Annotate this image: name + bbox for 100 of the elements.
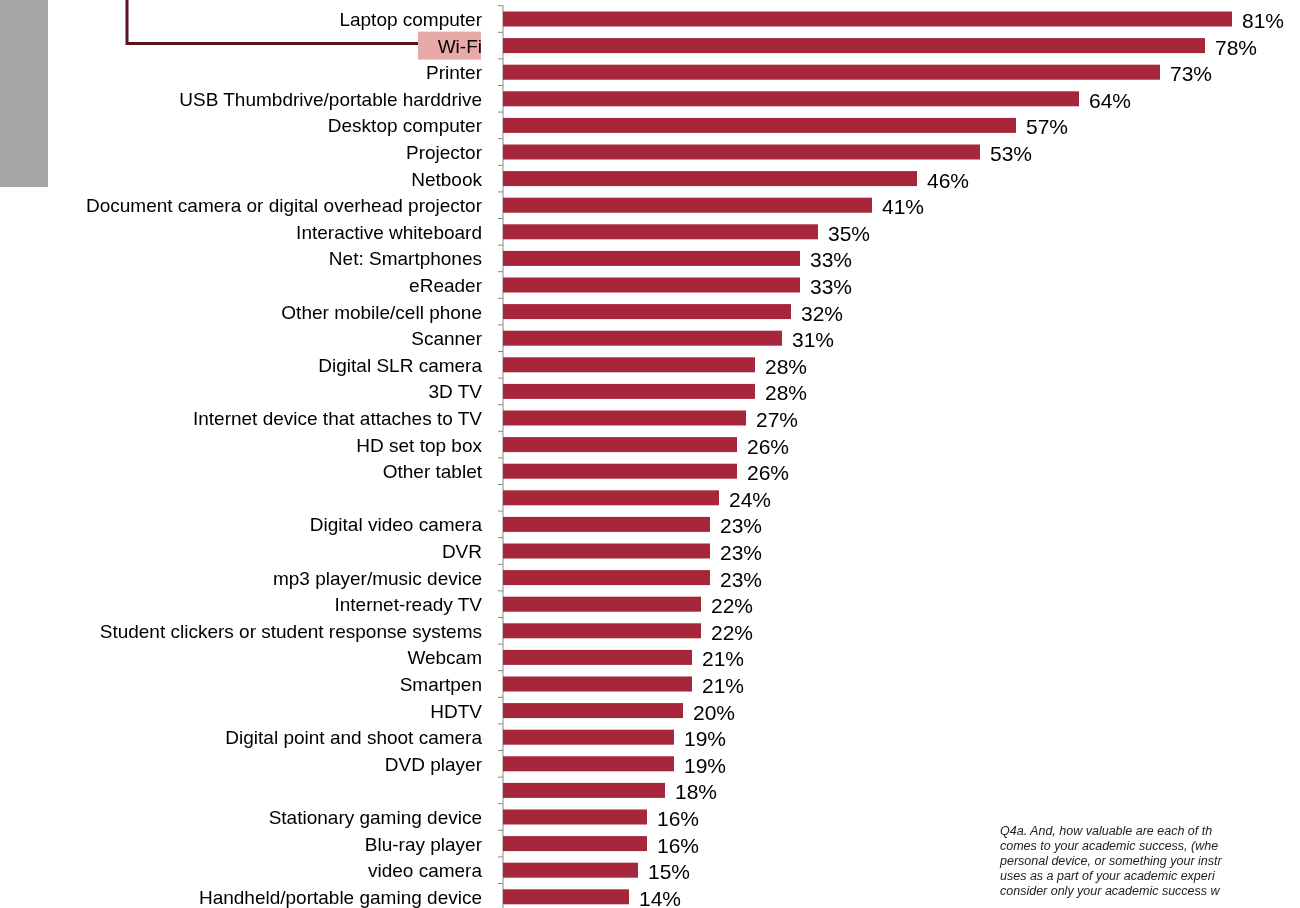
y-tick-label: eReader: [409, 275, 483, 296]
data-label: 23%: [720, 514, 763, 538]
bar: [503, 516, 710, 532]
bar: [503, 782, 665, 798]
data-label: 28%: [765, 354, 808, 378]
bar: [503, 64, 1160, 80]
data-label: 73%: [1170, 62, 1213, 86]
data-label: 23%: [720, 567, 763, 591]
y-tick-label: Netbook: [411, 168, 483, 190]
bar: [503, 836, 647, 852]
y-tick-label: Wi-Fi: [437, 35, 482, 57]
y-tick-label: mp3 player/music device: [272, 567, 482, 589]
y-tick-label: Stationary gaming device: [268, 807, 482, 828]
y-tick-label: DVR: [441, 541, 482, 562]
data-label: 32%: [801, 301, 844, 325]
data-label: 21%: [702, 647, 745, 671]
data-label: 22%: [711, 620, 754, 644]
bar: [503, 543, 710, 559]
y-tick-label: HD set top box: [356, 434, 483, 456]
data-label: 41%: [882, 195, 925, 219]
bar: [503, 437, 737, 453]
data-label: 31%: [792, 328, 835, 352]
bar: [503, 596, 701, 612]
data-label: 33%: [810, 275, 853, 298]
y-tick-label: Laptop computer: [339, 9, 483, 30]
y-tick-label: Smartpen: [399, 674, 482, 695]
data-label: 26%: [747, 461, 790, 485]
y-tick-label: Projector: [405, 142, 483, 163]
bar: [503, 250, 800, 266]
bar: [503, 383, 755, 399]
data-label: 53%: [990, 142, 1033, 165]
data-label: 19%: [684, 727, 727, 751]
y-tick-label: Internet device that attaches to TV: [192, 408, 483, 429]
data-label: 27%: [756, 408, 799, 431]
bar: [503, 729, 674, 745]
data-label: 24%: [729, 487, 772, 511]
data-label: 57%: [1026, 115, 1069, 139]
data-label: 78%: [1215, 35, 1258, 59]
bar: [503, 91, 1079, 107]
y-tick-label: Printer: [426, 62, 483, 84]
bar: [503, 410, 746, 426]
bar: [503, 809, 647, 825]
y-tick-label: Handheld/portable gaming device: [198, 886, 482, 908]
y-tick-label: Desktop computer: [327, 115, 483, 137]
bar: [503, 676, 692, 692]
y-tick-label: USB Thumbdrive/portable harddrive: [179, 88, 482, 110]
data-label: 22%: [711, 594, 754, 618]
y-tick-label: DVD player: [384, 753, 483, 775]
data-label: 28%: [765, 381, 808, 405]
data-label: 14%: [639, 886, 682, 908]
y-tick-label: Digital video camera: [309, 514, 483, 536]
y-tick-label: Document camera or digital overhead projector: [85, 195, 483, 217]
bar: [503, 330, 782, 346]
bar: [503, 277, 800, 293]
bar: [503, 649, 692, 665]
data-label: 15%: [648, 860, 691, 884]
bar: [503, 703, 683, 719]
bar: [503, 756, 674, 772]
y-tick-label: Scanner: [411, 328, 483, 350]
bar: [503, 117, 1016, 133]
bar: [503, 144, 980, 160]
y-tick-label: Other mobile/cell phone: [281, 301, 482, 323]
data-label: 19%: [684, 753, 727, 777]
data-label: 23%: [720, 541, 763, 564]
y-tick-label: Other tablet: [382, 461, 483, 483]
bar: [503, 862, 638, 878]
y-tick-label: 3D TV: [428, 381, 483, 403]
y-tick-label: Webcam: [407, 647, 482, 669]
bar: [503, 889, 629, 905]
y-tick-label: Net: Smartphones: [328, 248, 482, 270]
data-label: 16%: [657, 807, 700, 830]
bar: [503, 357, 755, 373]
bar: [503, 570, 710, 586]
data-label: 20%: [693, 700, 736, 724]
data-label: 64%: [1089, 88, 1132, 112]
bar: [503, 38, 1205, 54]
data-label: 16%: [657, 833, 700, 857]
data-label: 18%: [675, 780, 718, 804]
y-tick-label: HDTV: [430, 700, 483, 722]
bar: [503, 11, 1232, 27]
y-tick-label: Interactive whiteboard: [296, 221, 482, 243]
y-tick-label: Student clickers or student response systems: [99, 620, 482, 642]
bar: [503, 463, 737, 479]
bar: [503, 171, 917, 187]
data-label: 26%: [747, 434, 790, 458]
annotation: Q4a. And, how valuable are each of th comes to your academic success, (whe personal device, or something your instr uses as a part of your academic experi consider only your academic success w: [999, 824, 1223, 898]
y-tick-label: Digital SLR camera: [318, 354, 483, 376]
data-label: 21%: [702, 674, 745, 697]
data-label: 33%: [810, 248, 853, 272]
data-label: 81%: [1242, 9, 1285, 32]
y-tick-label: Digital point and shoot camera: [225, 727, 483, 749]
bar: [503, 490, 719, 506]
bar: [503, 224, 818, 240]
bar: [503, 623, 701, 639]
y-tick-label: Internet-ready TV: [334, 594, 483, 616]
data-label: 35%: [828, 221, 871, 245]
data-label: 46%: [927, 168, 970, 192]
bar: [503, 197, 872, 213]
y-tick-label: video camera: [367, 860, 483, 882]
y-tick-label: Blu-ray player: [364, 833, 483, 855]
